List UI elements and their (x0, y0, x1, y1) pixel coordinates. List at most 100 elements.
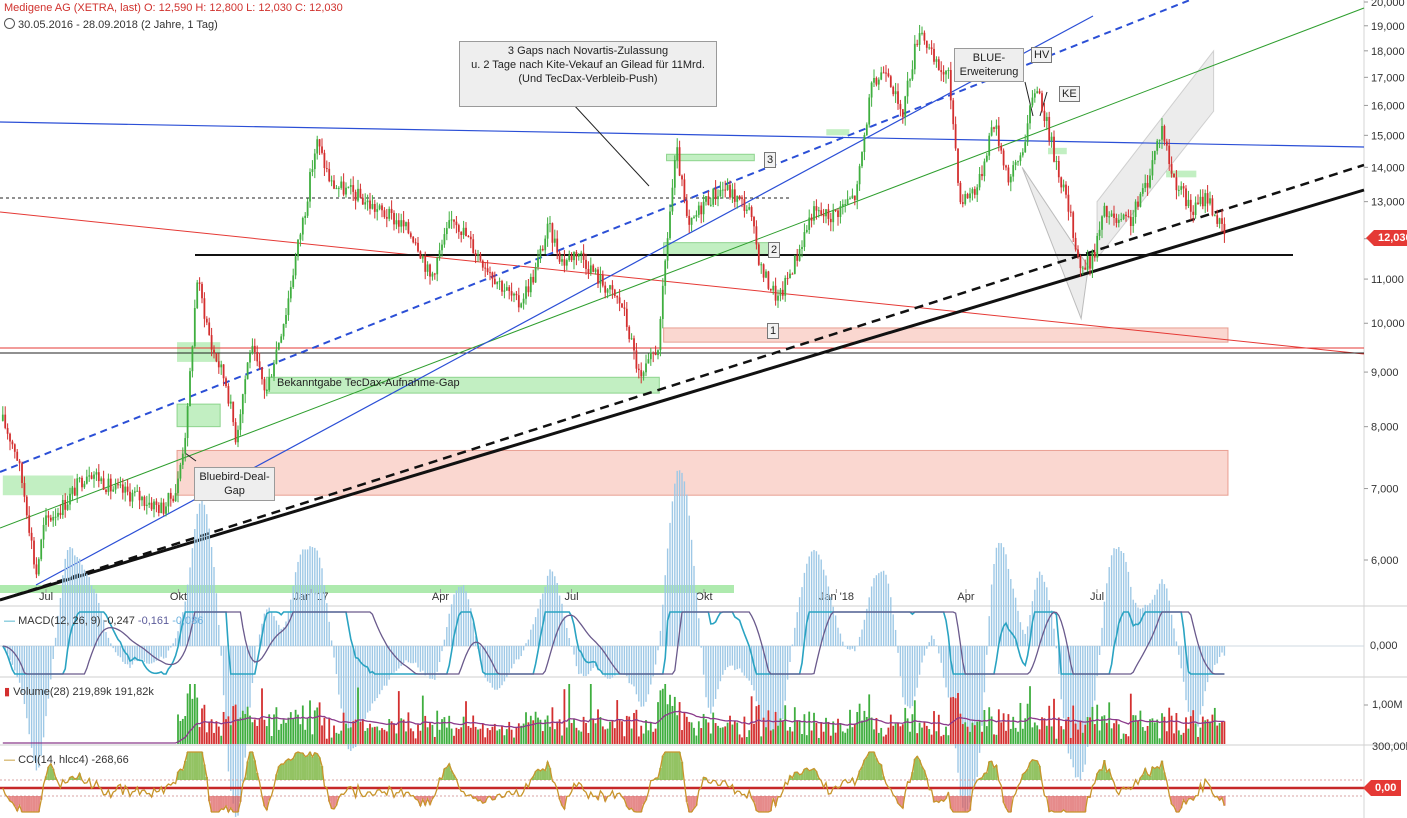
gap-zone (2, 475, 74, 496)
candle-body (772, 285, 775, 291)
volume-bar (205, 732, 208, 744)
volume-bar (313, 710, 316, 744)
candle-body (661, 285, 664, 320)
volume-bar (342, 712, 345, 744)
candle-body (239, 414, 242, 430)
volume-bar (1072, 705, 1075, 744)
candle-body (145, 504, 148, 506)
candle-body (1077, 249, 1079, 257)
candle-body (1199, 196, 1202, 205)
volume-bar (508, 721, 511, 744)
candle-body (395, 220, 398, 225)
candle-body (465, 227, 467, 237)
volume-bar (215, 721, 218, 744)
candle-body (138, 490, 141, 501)
volume-bar (921, 727, 923, 744)
volume-bar (1017, 731, 1019, 744)
last-price-tag: 12,030 (1366, 230, 1407, 246)
candle-body (757, 244, 760, 265)
volume-bar (839, 723, 842, 744)
volume-bar (448, 715, 451, 744)
candle-body (234, 422, 237, 443)
volume-bar (587, 732, 590, 744)
price-tick-label: 9,000 (1371, 367, 1399, 379)
volume-bar (796, 720, 799, 744)
volume-bar (731, 724, 734, 744)
volume-bar (899, 726, 902, 744)
candle-body (510, 291, 513, 296)
volume-bar (1209, 721, 1211, 744)
volume-bar (455, 727, 458, 744)
volume-bar (186, 693, 189, 744)
volume-bar (748, 730, 751, 744)
candle-body (573, 252, 575, 261)
candle-body (695, 214, 698, 217)
candle-body (697, 205, 700, 215)
volume-bar (1165, 731, 1168, 744)
candle-body (786, 277, 789, 279)
candle-body (299, 234, 302, 240)
volume-bar (383, 729, 386, 744)
volume-bar (901, 724, 904, 744)
volume-bar (177, 714, 179, 744)
price-tick-label: 8,000 (1371, 422, 1399, 434)
volume-name: Volume(28) (13, 686, 70, 698)
candle-body (916, 43, 919, 45)
candle-body (489, 272, 491, 274)
macd-signal-line (2, 611, 1225, 675)
candle-body (186, 406, 189, 439)
volume-bar (424, 715, 427, 744)
candle-body (121, 484, 124, 493)
volume-bar (337, 733, 340, 744)
volume-bar (609, 721, 611, 744)
candle-body (1158, 139, 1161, 141)
candles (1, 24, 1226, 579)
volume-bar (429, 722, 431, 744)
candle-body (599, 275, 602, 284)
candle-body (664, 260, 667, 286)
candle-body (966, 194, 969, 199)
cci-value: -268,66 (91, 754, 129, 766)
candle-body (589, 265, 592, 274)
candle-body (169, 492, 172, 499)
candle-body (455, 221, 458, 226)
candle-body (95, 472, 98, 475)
candle-body (141, 496, 143, 501)
candle-body (685, 200, 688, 216)
candle-body (431, 273, 434, 277)
candle-body (133, 491, 136, 493)
candle-body (213, 349, 215, 354)
volume-bar (721, 727, 724, 744)
volume-bar (793, 707, 796, 744)
candle-body (568, 255, 571, 261)
candle-body (611, 285, 614, 290)
candle-body (1093, 251, 1096, 258)
volume-bar (671, 705, 674, 744)
volume-bar (589, 684, 592, 744)
candle-body (181, 453, 184, 465)
candle-body (462, 227, 465, 235)
candle-body (1024, 142, 1027, 153)
volume-bar (294, 709, 297, 744)
candle-body (505, 287, 508, 291)
candle-body (393, 212, 395, 225)
price-axis: 6,0007,0008,0009,00010,00011,00012,00013… (39, 0, 1405, 603)
candle-body (846, 198, 849, 205)
volume-bar (388, 719, 391, 744)
volume-bar (849, 709, 851, 744)
candle-body (649, 352, 652, 360)
candle-body (1060, 177, 1063, 188)
candle-body (179, 464, 182, 479)
volume-bar (757, 704, 760, 744)
candle-body (313, 153, 316, 170)
volume-bar (1060, 726, 1063, 744)
volume-bar (289, 712, 292, 744)
candle-body (669, 211, 671, 239)
candle-body (791, 273, 794, 275)
candle-body (323, 152, 326, 169)
volume-bar (1029, 686, 1031, 744)
candle-body (162, 502, 165, 514)
volume-bar (945, 726, 947, 744)
candle-body (889, 76, 892, 87)
volume-bar (892, 725, 895, 744)
